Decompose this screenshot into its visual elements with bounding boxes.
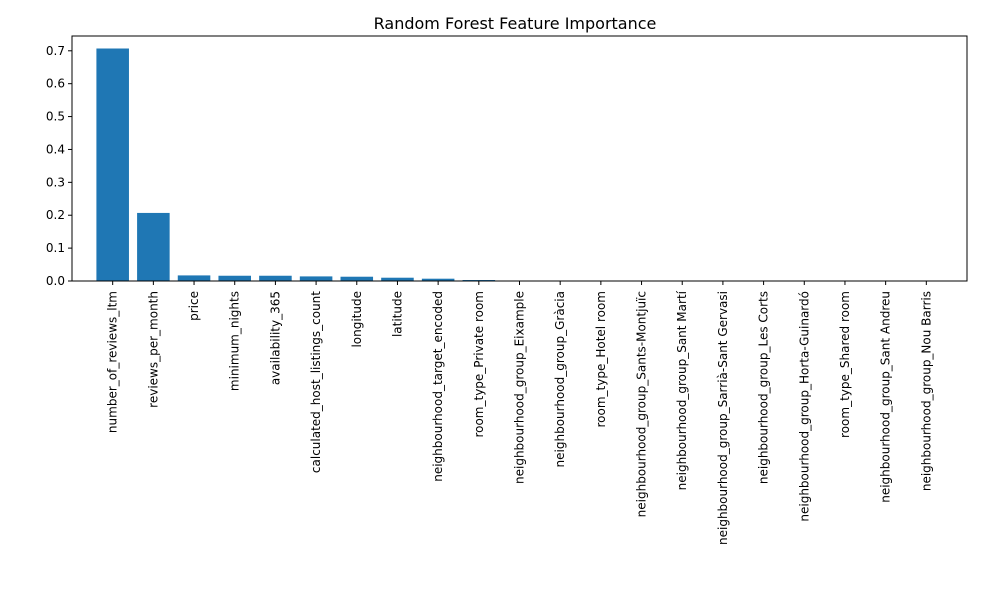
- bars-layer: [96, 48, 943, 281]
- x-tick-label-9: room_type_Private room: [472, 291, 486, 438]
- y-tick-label-3: 0.3: [46, 175, 65, 189]
- x-tick-label-15: neighbourhood_group_Sarrià-Sant Gervasi: [716, 291, 730, 545]
- x-tick-label-14: neighbourhood_group_Sant Martí: [675, 290, 689, 490]
- chart-title: Random Forest Feature Importance: [374, 14, 657, 33]
- x-tick-label-7: latitude: [390, 291, 404, 337]
- x-tick-label-1: reviews_per_month: [146, 291, 160, 408]
- x-tick-label-11: neighbourhood_group_Gràcia: [553, 291, 567, 467]
- x-tick-label-0: number_of_reviews_ltm: [106, 291, 120, 433]
- x-tick-label-10: neighbourhood_group_Eixample: [513, 291, 527, 484]
- x-tick-label-5: calculated_host_listings_count: [309, 291, 323, 473]
- bar-3: [218, 275, 251, 281]
- bar-2: [177, 275, 211, 281]
- x-tick-label-2: price: [187, 291, 201, 321]
- y-tick-label-2: 0.2: [46, 208, 65, 222]
- x-tick-label-19: neighbourhood_group_Sant Andreu: [879, 291, 893, 503]
- x-tick-label-13: neighbourhood_group_Sants-Montjuïc: [635, 291, 649, 517]
- bar-1: [137, 212, 170, 281]
- x-tick-label-16: neighbourhood_group_Les Corts: [757, 291, 771, 484]
- bar-4: [259, 275, 292, 281]
- x-axis: number_of_reviews_ltm reviews_per_month pr…: [106, 281, 933, 545]
- x-tick-label-17: neighbourhood_group_Horta-Guinardó: [797, 291, 811, 522]
- plot-frame: [71, 35, 968, 282]
- y-tick-label-0: 0.0: [46, 274, 65, 288]
- y-tick-label-1: 0.1: [46, 241, 65, 255]
- x-tick-label-3: minimum_nights: [228, 291, 242, 391]
- bar-0: [96, 48, 129, 281]
- bar-7: [381, 277, 414, 281]
- bar-8: [421, 278, 455, 281]
- x-tick-label-6: longitude: [350, 291, 364, 348]
- y-tick-label-4: 0.4: [46, 142, 65, 156]
- bar-6: [340, 276, 374, 281]
- x-tick-label-8: neighbourhood_target_encoded: [431, 291, 445, 482]
- x-tick-label-12: room_type_Hotel room: [594, 291, 608, 428]
- bar-5: [299, 276, 333, 281]
- x-tick-label-20: neighbourhood_group_Nou Barris: [919, 291, 933, 491]
- y-axis: 0.0 0.1 0.2 0.3 0.4 0.5 0.6 0.7: [46, 44, 72, 288]
- y-tick-label-5: 0.5: [46, 110, 65, 124]
- x-tick-label-4: availability_365: [268, 291, 282, 385]
- y-tick-label-6: 0.6: [46, 77, 65, 91]
- y-tick-label-7: 0.7: [46, 44, 65, 58]
- x-tick-label-18: room_type_Shared room: [838, 291, 852, 438]
